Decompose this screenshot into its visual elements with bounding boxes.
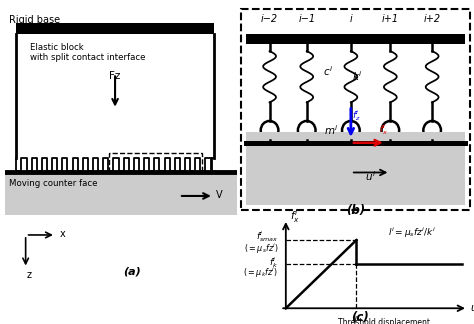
Text: $f_k^i$: $f_k^i$ [269, 255, 278, 270]
Text: Threshold displacement: Threshold displacement [338, 318, 430, 324]
Text: i+1: i+1 [382, 14, 399, 24]
Text: i−2: i−2 [261, 14, 278, 24]
Text: $u^i$: $u^i$ [365, 169, 376, 183]
Text: (a): (a) [124, 266, 141, 276]
Text: $f_x^i$: $f_x^i$ [379, 122, 388, 136]
Text: Elastic block
with split contact interface: Elastic block with split contact interfa… [30, 43, 146, 62]
Text: $k^i$: $k^i$ [352, 69, 363, 83]
Text: $f_z^i$: $f_z^i$ [352, 108, 361, 123]
Text: $f_{smax}^i$: $f_{smax}^i$ [256, 229, 278, 244]
Bar [109, 153, 202, 174]
Bar [246, 34, 465, 44]
Text: i: i [349, 14, 352, 24]
Text: i+2: i+2 [424, 14, 441, 24]
Text: $m^i$: $m^i$ [324, 123, 338, 137]
Text: (b): (b) [346, 204, 365, 217]
Text: x: x [59, 228, 65, 238]
Bar [16, 23, 214, 34]
Text: Rigid base: Rigid base [9, 15, 61, 25]
Text: Fz: Fz [109, 71, 121, 81]
Bar [246, 132, 465, 205]
Text: z: z [27, 270, 32, 280]
Text: (c): (c) [351, 311, 369, 324]
Text: Moving counter face: Moving counter face [9, 179, 98, 188]
Text: V: V [216, 190, 223, 200]
Bar [5, 172, 237, 215]
Text: $l^i$: $l^i$ [353, 314, 360, 324]
Text: $(=\mu_s fz^i)$: $(=\mu_s fz^i)$ [244, 242, 278, 256]
Text: $f_x^i$: $f_x^i$ [290, 209, 300, 226]
Text: i−1: i−1 [298, 14, 315, 24]
Text: $(=\mu_k fz^i)$: $(=\mu_k fz^i)$ [243, 266, 278, 280]
Text: $u^i$: $u^i$ [470, 300, 474, 314]
Text: $l^i = \mu_s fz^i/k^i$: $l^i = \mu_s fz^i/k^i$ [388, 226, 437, 240]
Text: $c^i$: $c^i$ [322, 64, 333, 78]
